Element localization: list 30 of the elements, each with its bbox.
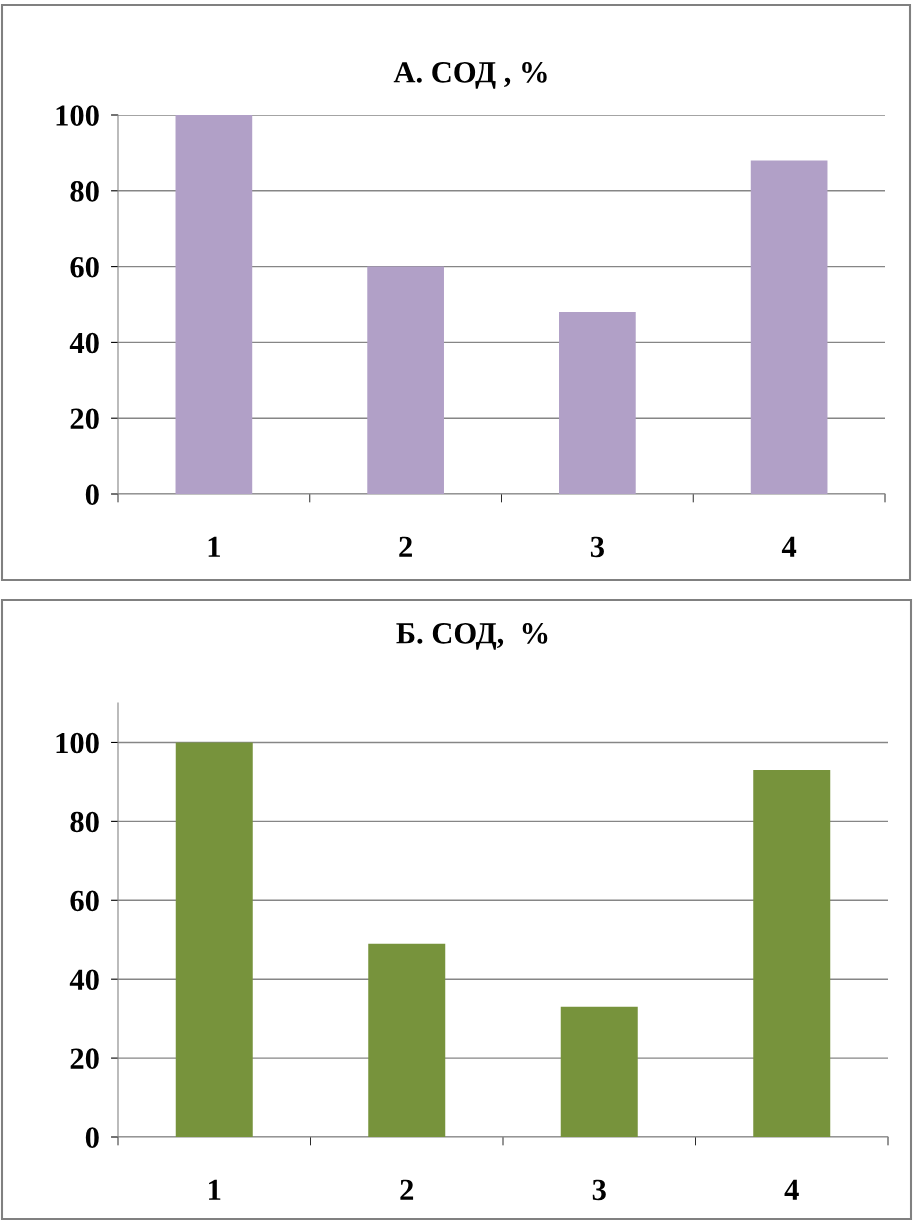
y-tick-label: 0	[85, 484, 99, 505]
y-tick-label: 0	[85, 1127, 99, 1148]
y-tick-label: 100	[56, 732, 99, 754]
x-tick-label: 2	[399, 536, 412, 557]
y-tick-label: 60	[70, 890, 99, 912]
x-tick-label: 4	[781, 536, 797, 557]
bar	[559, 312, 636, 494]
x-tick-label: 1	[208, 536, 220, 557]
y-tick-label: 80	[70, 181, 99, 202]
bar	[367, 266, 444, 494]
x-tick-label: 2	[400, 1179, 414, 1200]
chart-title: Б. СОД, %	[396, 623, 548, 650]
bar	[750, 160, 828, 494]
bar	[368, 943, 446, 1137]
y-tick-label: 20	[70, 1048, 99, 1069]
x-tick-label: 4	[784, 1179, 799, 1200]
bar	[560, 1006, 638, 1137]
x-tick-label: 1	[209, 1179, 221, 1200]
bar	[175, 742, 253, 1137]
y-tick-label: 80	[70, 811, 99, 833]
y-tick-label: 100	[56, 105, 99, 126]
y-tick-label: 40	[69, 969, 99, 991]
y-tick-label: 20	[70, 408, 99, 430]
bar	[753, 770, 831, 1137]
x-tick-label: 3	[592, 1179, 606, 1201]
bar	[175, 115, 253, 494]
chart-title: А. СОД , %	[393, 62, 547, 89]
y-tick-label: 40	[69, 332, 99, 354]
y-tick-label: 60	[70, 256, 99, 278]
x-tick-label: 3	[590, 536, 604, 558]
